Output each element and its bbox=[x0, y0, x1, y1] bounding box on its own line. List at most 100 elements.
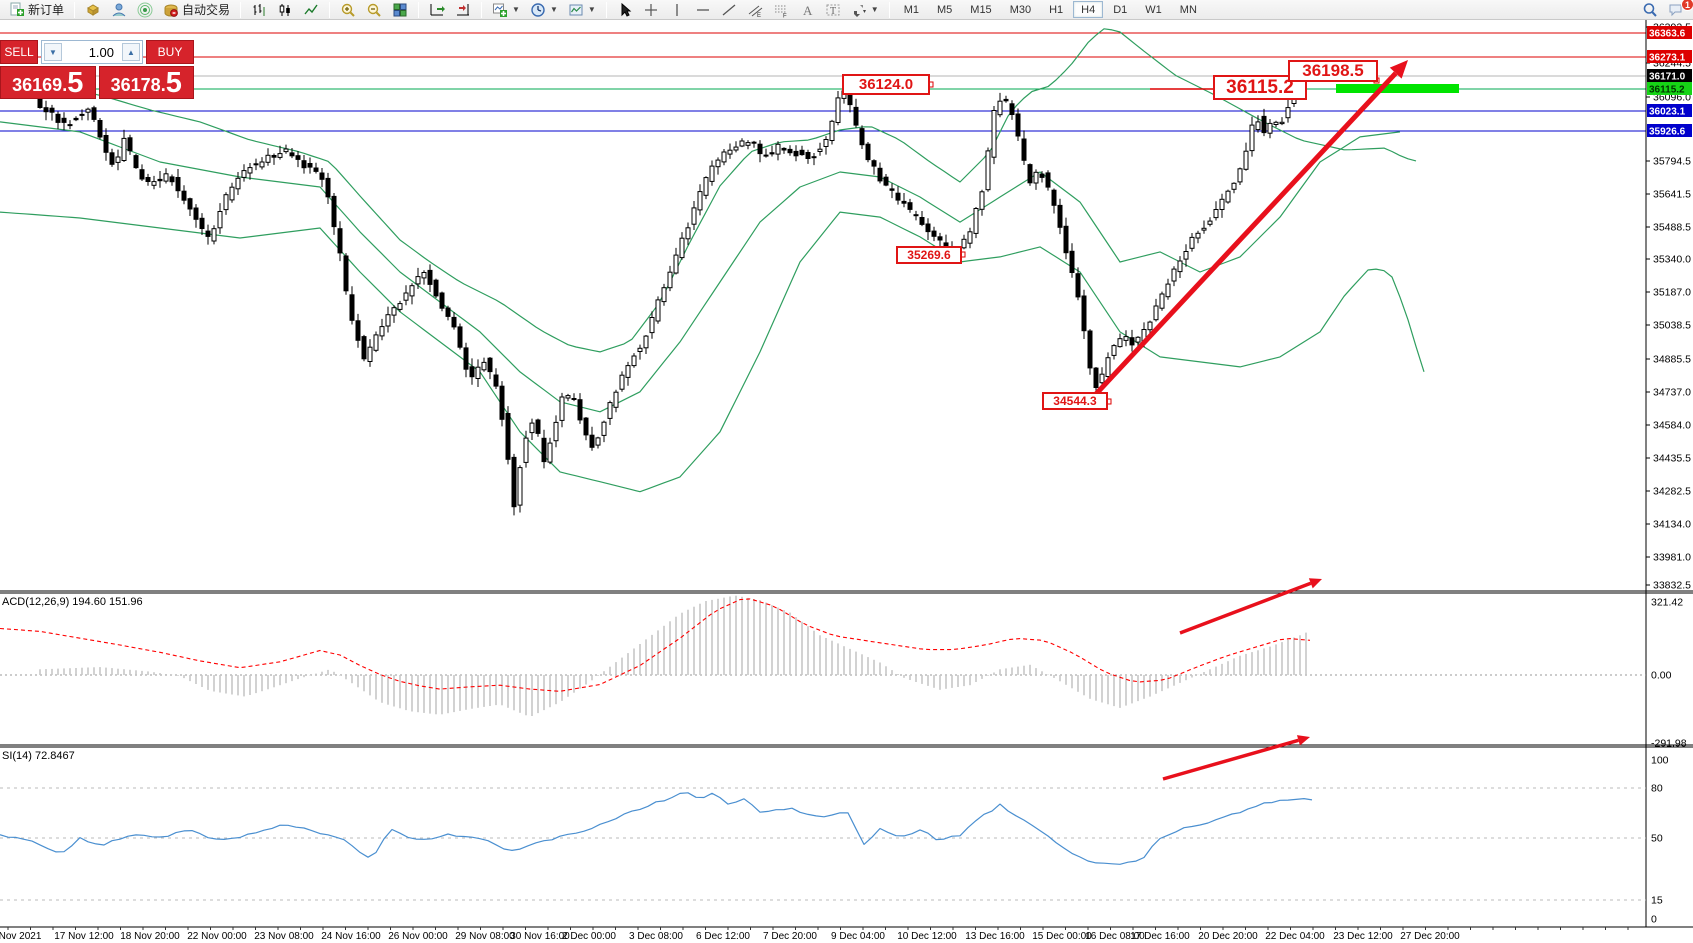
text-label-button[interactable]: T bbox=[820, 1, 846, 19]
hline-button[interactable] bbox=[690, 1, 716, 19]
market-watch-button[interactable] bbox=[80, 1, 106, 19]
new-order-button[interactable]: 新订单 bbox=[4, 1, 69, 19]
date-axis-label: 2 Dec 00:00 bbox=[562, 931, 616, 942]
trend-arrow-head bbox=[1308, 578, 1322, 589]
toolbar-separator bbox=[329, 1, 331, 18]
timeframe-M1-button[interactable]: M1 bbox=[903, 4, 919, 16]
lot-size-value[interactable]: 1.00 bbox=[88, 44, 114, 60]
line-chart-icon bbox=[304, 4, 318, 14]
zoom-out-button[interactable] bbox=[361, 1, 387, 19]
bars-chart-button[interactable] bbox=[246, 1, 272, 19]
date-axis-label: 24 Nov 16:00 bbox=[321, 931, 381, 942]
macd-indicator-label: ACD(12,26,9) 194.60 151.96 bbox=[2, 596, 143, 608]
chat-badge: 1 bbox=[1681, 0, 1693, 11]
price-axis-tick-label: 35038.5 bbox=[1653, 320, 1691, 332]
cursor-button[interactable] bbox=[612, 1, 638, 19]
chat-button[interactable]: 1 bbox=[1663, 0, 1693, 19]
sell-price-button[interactable]: 36169. 5 bbox=[0, 66, 96, 99]
buy-price-button[interactable]: 36178. 5 bbox=[98, 66, 194, 99]
toolbar-separator bbox=[605, 1, 607, 18]
price-badge-36273.1 bbox=[1647, 50, 1692, 63]
macd-axis-label: 0.00 bbox=[1651, 670, 1672, 682]
lot-size-field[interactable]: ▼ 1.00 ▲ bbox=[41, 40, 143, 64]
timeframe-W1-button[interactable]: W1 bbox=[1145, 4, 1162, 16]
svg-text:F: F bbox=[783, 13, 787, 18]
lot-decrease-button[interactable]: ▼ bbox=[44, 43, 62, 61]
price-label-34544[interactable]: 34544.3 bbox=[1042, 392, 1108, 410]
line-chart-button[interactable] bbox=[298, 1, 324, 19]
price-label-36124[interactable]: 36124.0 bbox=[842, 74, 930, 95]
text-label-icon: T bbox=[826, 4, 840, 17]
trend-arrow-1[interactable] bbox=[1094, 71, 1398, 396]
date-axis-label: 26 Nov 00:00 bbox=[388, 931, 448, 942]
price-axis-tick-label: 34737.0 bbox=[1653, 387, 1691, 399]
rsi-axis-label: 0 bbox=[1651, 914, 1657, 926]
lot-increase-button[interactable]: ▲ bbox=[122, 43, 140, 61]
tile-windows-icon bbox=[393, 3, 407, 16]
price-axis-tick-label: 35340.0 bbox=[1653, 254, 1691, 266]
arrows-icon bbox=[853, 4, 866, 17]
svg-text:E: E bbox=[757, 13, 761, 18]
search-button[interactable] bbox=[1637, 1, 1663, 19]
rsi-axis-label: 15 bbox=[1651, 895, 1663, 907]
date-axis-label: 23 Nov 08:00 bbox=[254, 931, 314, 942]
date-axis-label: 10 Dec 12:00 bbox=[897, 931, 957, 942]
price-badge-label: 36273.1 bbox=[1649, 53, 1686, 64]
add-indicator-icon bbox=[493, 3, 508, 17]
trendline-button[interactable] bbox=[716, 1, 742, 19]
timeframe-H4-button[interactable]: H4 bbox=[1073, 1, 1104, 18]
price-badge-label: 36115.2 bbox=[1649, 85, 1685, 96]
macd-histogram bbox=[39, 595, 1307, 716]
chart-shift-button[interactable] bbox=[450, 1, 476, 19]
search-icon bbox=[1643, 2, 1657, 17]
signals-button[interactable] bbox=[132, 1, 158, 19]
community-button[interactable] bbox=[106, 1, 132, 19]
green-highlight-bar[interactable] bbox=[1336, 84, 1459, 93]
trend-arrow-2[interactable] bbox=[1179, 581, 1312, 635]
candles-chart-icon bbox=[279, 3, 290, 16]
timeframe-D1-button[interactable]: D1 bbox=[1113, 4, 1128, 16]
macd-axis-label: 321.42 bbox=[1651, 597, 1683, 609]
timeframe-MN-button[interactable]: MN bbox=[1179, 4, 1197, 16]
timeframe-M30-button[interactable]: M30 bbox=[1009, 4, 1032, 16]
price-badge-label: 35926.6 bbox=[1649, 127, 1686, 138]
fibonacci-button[interactable]: F bbox=[768, 1, 794, 19]
price-badge-36171.0 bbox=[1647, 69, 1692, 82]
tile-windows-button[interactable] bbox=[387, 1, 413, 19]
price-axis-tick-label: 33832.5 bbox=[1653, 580, 1691, 592]
trendline-icon bbox=[722, 4, 736, 15]
price-label-35269[interactable]: 35269.6 bbox=[896, 246, 962, 264]
chart-background bbox=[0, 20, 1693, 943]
text-icon: A bbox=[803, 3, 813, 18]
sell-button[interactable]: SELL bbox=[0, 40, 38, 64]
price-badge-36363.6 bbox=[1647, 26, 1692, 39]
date-axis-label: 16 Dec 08:00 bbox=[1085, 931, 1145, 942]
price-axis-tick-label: 35488.5 bbox=[1653, 222, 1691, 234]
auto-trade-label: 自动交易 bbox=[182, 3, 231, 17]
crosshair-icon bbox=[644, 3, 657, 16]
text-button[interactable]: A bbox=[794, 1, 820, 19]
crosshair-button[interactable] bbox=[638, 1, 664, 19]
trend-arrow-3[interactable] bbox=[1162, 738, 1299, 781]
zoom-in-button[interactable] bbox=[335, 1, 361, 19]
auto-trade-button[interactable]: 自动交易 bbox=[158, 1, 235, 19]
periods-button[interactable]: ▼ bbox=[525, 1, 563, 19]
date-axis-label: 15 Dec 00:00 bbox=[1032, 931, 1092, 942]
vline-button[interactable] bbox=[664, 1, 690, 19]
price-label-36198[interactable]: 36198.5 bbox=[1288, 60, 1378, 82]
toolbar: 新订单 自动交易 ▼ ▼ ▼ E F A T ▼ M1 M5 M15 M30 H1 H4 D1 W1 MN 1 bbox=[0, 0, 1693, 20]
timeframe-M5-button[interactable]: M5 bbox=[937, 4, 953, 16]
autoscroll-button[interactable] bbox=[424, 1, 450, 19]
macd-axis-label: -291.98 bbox=[1651, 738, 1687, 750]
arrows-button[interactable]: ▼ bbox=[846, 1, 884, 19]
add-indicator-button[interactable]: ▼ bbox=[487, 1, 525, 19]
buy-button[interactable]: BUY bbox=[146, 40, 194, 64]
timeframe-H1-button[interactable]: H1 bbox=[1049, 4, 1064, 16]
timeframe-M15-button[interactable]: M15 bbox=[970, 4, 992, 16]
date-axis-label: 17 Dec 16:00 bbox=[1130, 931, 1190, 942]
candles-chart-button[interactable] bbox=[272, 1, 298, 19]
templates-button[interactable]: ▼ bbox=[563, 1, 601, 19]
channel-button[interactable]: E bbox=[742, 1, 768, 19]
buy-price-dot: . bbox=[160, 75, 166, 95]
